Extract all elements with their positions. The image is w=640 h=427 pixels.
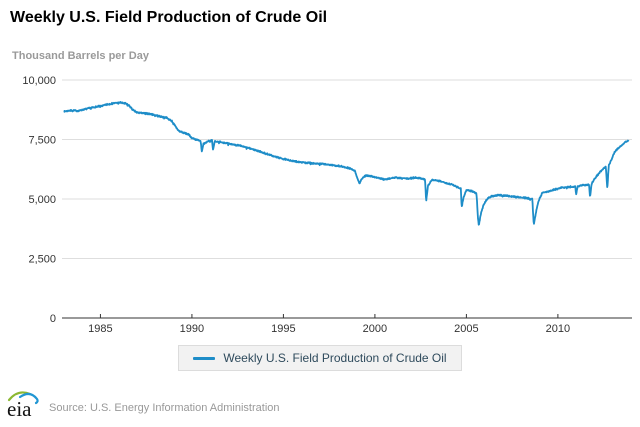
page-title: Weekly U.S. Field Production of Crude Oi…: [10, 9, 328, 26]
x-tick-label-1985: 1985: [88, 323, 112, 335]
y-axis-units-label: Thousand Barrels per Day: [12, 50, 149, 62]
y-tick-label-7500: 7,500: [28, 135, 56, 147]
production-chart-canvas: 0 2,500 5,000 7,500 10,000 1985 1990 1995 2000 20…: [22, 75, 632, 335]
legend-line-sample: [193, 356, 216, 360]
eia-logo-text: eia: [7, 397, 32, 421]
eia-logo[interactable]: eia: [5, 386, 41, 422]
x-tick-label-2005: 2005: [454, 323, 478, 335]
x-tick-label-1990: 1990: [180, 323, 204, 335]
source-attribution: Source: U.S. Energy Information Administ…: [49, 402, 280, 414]
x-tick-label-1995: 1995: [271, 323, 295, 335]
legend-item-crude-production[interactable]: Weekly U.S. Field Production of Crude Oi…: [178, 345, 462, 371]
production-line-series: [63, 101, 630, 226]
y-tick-label-10000: 10,000: [22, 75, 56, 87]
legend-label: Weekly U.S. Field Production of Crude Oi…: [223, 351, 447, 365]
y-tick-label-2500: 2,500: [28, 254, 56, 266]
x-tick-label-2010: 2010: [546, 323, 570, 335]
y-tick-label-0: 0: [50, 313, 56, 325]
x-tick-label-2000: 2000: [363, 323, 387, 335]
y-tick-label-5000: 5,000: [28, 194, 56, 206]
footer: eia Source: U.S. Energy Information Admi…: [5, 386, 280, 422]
eia-logo-blue-swoosh: [18, 392, 39, 405]
legend-row: Weekly U.S. Field Production of Crude Oi…: [0, 345, 640, 371]
